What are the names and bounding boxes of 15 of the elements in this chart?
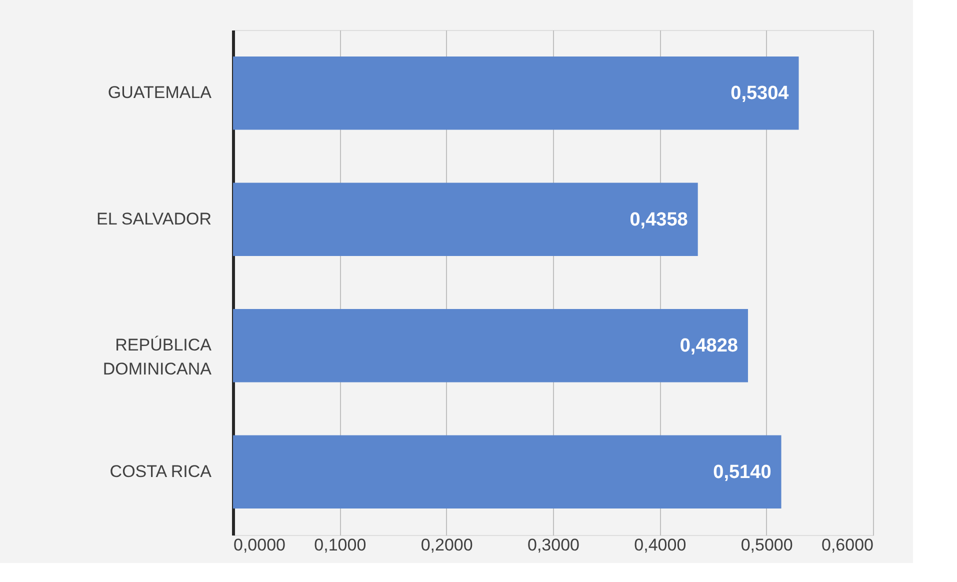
x-tick-label: 0,3000: [528, 536, 580, 554]
x-tick-label: 0,5000: [740, 536, 793, 554]
data-label: 0,5304: [730, 83, 790, 104]
y-tick-label: COSTA RICA: [110, 462, 212, 481]
x-tick-label: 0,1000: [314, 536, 366, 554]
x-tick-label: 0,0000: [234, 536, 286, 554]
x-tick-label: 0,6000: [822, 536, 874, 554]
data-label: 0,5140: [713, 462, 772, 483]
data-label: 0,4828: [680, 336, 738, 357]
y-tick-label: REPÚBLICA DOMINICANA: [102, 336, 212, 379]
x-tick-label: 0,4000: [634, 536, 686, 554]
x-tick-label: 0,2000: [420, 536, 473, 554]
y-tick-label: GUATEMALA: [108, 83, 212, 102]
data-label: 0,4358: [630, 209, 688, 230]
y-tick-label: EL SALVADOR: [96, 209, 212, 228]
